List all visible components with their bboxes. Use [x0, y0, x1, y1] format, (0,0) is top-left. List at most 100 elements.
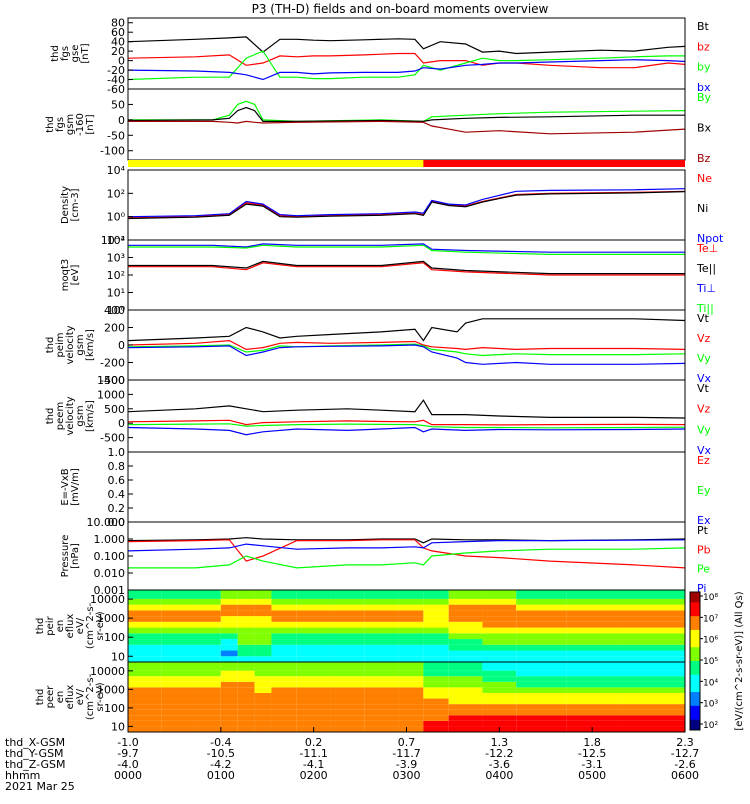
- heat-cell: [516, 598, 567, 605]
- heat-cell: [516, 616, 567, 622]
- y-axis-label-line: Density: [60, 186, 71, 224]
- y-axis-label-line: gsm: [75, 334, 86, 355]
- series-line-Vy: [128, 423, 685, 429]
- heat-cell: [617, 715, 685, 721]
- heat-cell: [516, 698, 567, 705]
- heat-cell: [195, 704, 221, 710]
- y-axis-label-line: thd: [50, 45, 61, 62]
- heat-cell: [482, 604, 517, 611]
- series-lines: [128, 188, 685, 220]
- heat-cell: [195, 610, 221, 617]
- heat-cell: [482, 621, 517, 628]
- heat-cell: [448, 681, 483, 688]
- y-axis-label-line: thd: [45, 408, 56, 425]
- series-lines: [128, 318, 685, 365]
- colorbar-step: [690, 629, 700, 634]
- heat-cell: [398, 662, 424, 671]
- heat-cell: [482, 639, 517, 645]
- colorbar-step: [690, 688, 700, 693]
- heat-cell: [423, 662, 449, 671]
- heat-cell: [423, 604, 449, 611]
- y-axis-label-line: peer: [45, 685, 56, 709]
- heat-cell: [423, 698, 449, 705]
- heat-cell: [161, 604, 196, 611]
- heat-cell: [271, 598, 297, 605]
- heat-cell: [195, 621, 221, 628]
- heat-cell: [330, 715, 365, 721]
- heat-cell: [448, 598, 483, 605]
- heat-cell: [220, 616, 238, 622]
- heat-cell: [296, 709, 331, 716]
- x-row-value: 0100: [207, 769, 235, 782]
- heat-cell: [296, 639, 331, 645]
- heat-cell: [566, 662, 618, 671]
- heat-cell: [296, 676, 331, 682]
- heat-cell: [271, 662, 297, 671]
- y-axis-label-line: [nT]: [85, 114, 96, 134]
- x-row-label: thd_Z-GSM: [5, 758, 65, 771]
- y-tick-label: 0.010: [94, 567, 126, 580]
- heat-cell: [482, 662, 517, 671]
- heat-cell: [423, 639, 449, 645]
- heat-cell: [195, 627, 221, 634]
- y-tick-label: 0.0: [108, 516, 126, 529]
- heat-cell: [516, 639, 567, 645]
- series-line-Pi: [128, 539, 685, 552]
- heat-cell: [423, 687, 449, 693]
- heat-cell: [482, 676, 517, 682]
- y-tick-label: 0.8: [108, 460, 126, 473]
- heat-cell: [617, 616, 685, 622]
- heat-cell: [237, 698, 255, 705]
- heat-cell: [330, 621, 365, 628]
- y-axis-label-line: eV/: [75, 617, 86, 634]
- heat-cell: [195, 590, 221, 599]
- heat-cell: [516, 709, 567, 716]
- y-axis-label: thd peem velocity gsm [km/s]: [45, 396, 96, 435]
- heat-cell: [364, 704, 399, 710]
- legend-Ex: Ex: [697, 514, 711, 527]
- heat-cell: [516, 715, 567, 721]
- heat-cell: [254, 720, 272, 727]
- y-axis-label-line: gse: [70, 45, 81, 63]
- heat-cell: [566, 627, 618, 634]
- x-row-value: -4.2: [210, 758, 231, 771]
- heat-cell: [296, 662, 331, 671]
- heat-cell: [296, 598, 331, 605]
- heat-cell: [195, 644, 221, 651]
- heat-cell: [330, 662, 365, 671]
- series-line-Npot: [128, 188, 685, 218]
- legend-Ni: Ni: [697, 202, 708, 215]
- heat-cell: [516, 687, 567, 693]
- heat-cell: [398, 681, 424, 688]
- heat-cell: [516, 644, 567, 651]
- heat-cell: [128, 639, 162, 645]
- heat-cell: [330, 610, 365, 617]
- heat-cell: [254, 698, 272, 705]
- colorbar-step: [690, 602, 700, 607]
- heat-cell: [271, 726, 297, 732]
- heat-cell: [254, 590, 272, 599]
- series-line-Bz: [128, 120, 685, 135]
- panel-frame: [127, 521, 686, 591]
- heat-cell: [482, 715, 517, 721]
- heat-cell: [254, 676, 272, 682]
- heat-cell: [566, 621, 618, 628]
- series-line-Vy: [128, 343, 685, 357]
- heat-cell: [566, 598, 618, 605]
- panel-frame: [127, 88, 686, 161]
- heat-cell: [128, 662, 162, 671]
- x-row-value: -12.2: [485, 747, 513, 760]
- legend-Bz: Bz: [697, 152, 711, 165]
- legend-Vz: Vz: [697, 403, 711, 416]
- heat-cell: [398, 692, 424, 699]
- heat-cell: [161, 598, 196, 605]
- heat-cell: [566, 656, 618, 662]
- heat-cell: [220, 627, 238, 634]
- y-tick-label: 0.100: [94, 550, 126, 563]
- heat-cell: [254, 656, 272, 662]
- heat-cell: [128, 709, 162, 716]
- colorbar-step: [690, 647, 700, 652]
- heat-cell: [161, 662, 196, 671]
